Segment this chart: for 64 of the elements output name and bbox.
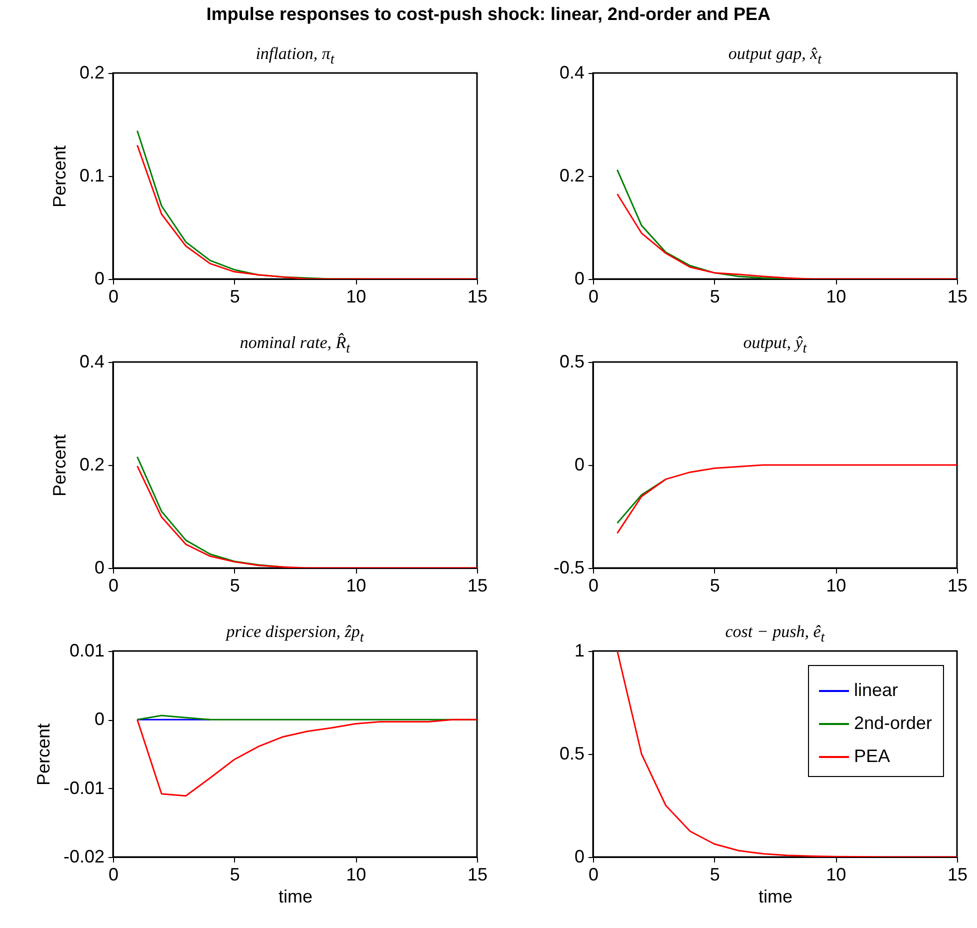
line-series: [136, 465, 477, 568]
line-series: [616, 651, 957, 857]
chart-title: output, ŷ$_{t}$: [742, 333, 808, 358]
y-axis-title: Percent: [49, 434, 70, 497]
chart-title: cost − push, ê$_{t}$: [724, 622, 826, 646]
x-tick-label: 15: [467, 864, 488, 884]
y-tick-label: 1: [574, 640, 584, 660]
y-tick-label: 0.4: [559, 62, 584, 82]
x-tick-label: 15: [467, 286, 488, 306]
x-tick-label: 15: [467, 576, 488, 596]
line-series: [616, 464, 957, 534]
chart-title: nominal rate, R̂$_{t}$: [238, 333, 352, 358]
x-tick-label: 15: [947, 864, 968, 884]
text: Impulse responses to cost-push shock: linear, 2nd-order and PEA: [205, 4, 772, 25]
x-tick-label: 5: [230, 286, 240, 306]
x-tick-label: 5: [710, 286, 720, 306]
x-tick-label: 15: [947, 286, 968, 306]
x-tick-label: 10: [826, 864, 846, 884]
y-tick-label: 0.2: [79, 454, 104, 474]
y-tick-label: -0.02: [63, 846, 104, 866]
line-series: [616, 193, 957, 279]
y-tick-label: 0.01: [69, 640, 104, 660]
legend-label: linear: [854, 680, 898, 700]
y-tick-label: 0: [574, 268, 584, 288]
y-tick-label: 0.2: [559, 166, 584, 186]
y-tick-label: 0.1: [79, 166, 104, 186]
x-tick-label: 0: [588, 286, 599, 306]
x-tick-label: 15: [947, 576, 968, 596]
x-tick-label: 0: [588, 576, 599, 596]
x-tick-label: 0: [108, 576, 119, 596]
x-tick-label: 0: [108, 864, 119, 884]
x-tick-label: 5: [230, 576, 240, 596]
y-tick-label: -0.01: [63, 778, 104, 798]
y-tick-label: 0: [94, 268, 104, 288]
x-tick-label: 5: [710, 864, 720, 884]
y-tick-label: 0: [574, 454, 584, 474]
x-tick-label: 0: [588, 864, 599, 884]
x-tick-label: 5: [710, 576, 720, 596]
legend-label: PEA: [854, 746, 890, 766]
y-tick-label: 0.2: [79, 62, 104, 82]
x-tick-label: 5: [230, 864, 240, 884]
y-tick-label: 0.4: [79, 352, 104, 372]
chart-title: price dispersion, ẑp$_{t}$: [224, 622, 365, 646]
y-tick-label: -0.5: [553, 558, 584, 578]
line-series: [136, 144, 477, 279]
x-axis-title: time: [758, 886, 793, 906]
legend-label: 2nd-order: [854, 713, 932, 733]
x-axis-title: time: [278, 886, 313, 906]
y-tick-label: 0: [94, 558, 104, 578]
x-tick-label: 10: [346, 286, 366, 306]
y-tick-label: 0: [574, 846, 584, 866]
y-tick-label: 0.5: [559, 352, 584, 372]
x-tick-label: 10: [346, 576, 366, 596]
line-series: [136, 718, 477, 797]
y-axis-title: Percent: [49, 145, 70, 208]
y-axis-title: Percent: [33, 723, 54, 786]
y-tick-label: 0.5: [559, 744, 584, 764]
x-tick-label: 10: [346, 864, 366, 884]
y-tick-label: 0: [94, 709, 104, 730]
x-tick-label: 10: [826, 286, 846, 306]
chart-title: inflation, π$_{t}$: [254, 44, 336, 68]
chart-title: output gap, x̂$_{t}$: [727, 44, 823, 68]
x-tick-label: 10: [826, 576, 846, 596]
x-tick-label: 0: [108, 286, 119, 306]
